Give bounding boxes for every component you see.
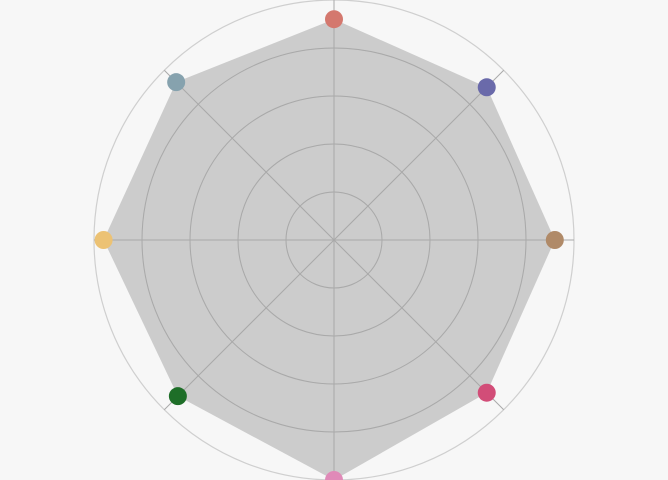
radar-point-4 xyxy=(325,471,343,480)
radar-area-group xyxy=(103,19,555,480)
radar-point-3 xyxy=(477,383,496,402)
radar-point-2 xyxy=(545,231,564,249)
radar-point-6 xyxy=(94,231,113,249)
radar-points xyxy=(94,10,564,480)
radar-spoke-overlay-1 xyxy=(333,86,488,241)
radar-area xyxy=(103,19,555,480)
radar-spoke-overlay-7 xyxy=(175,81,335,241)
radar-spoke-overlay-5 xyxy=(177,239,335,397)
radar-point-5 xyxy=(168,387,187,406)
radar-spoke-overlay-3 xyxy=(333,239,488,394)
radar-point-1 xyxy=(477,78,496,97)
radar-point-7 xyxy=(167,73,186,92)
radar-point-0 xyxy=(325,10,343,29)
